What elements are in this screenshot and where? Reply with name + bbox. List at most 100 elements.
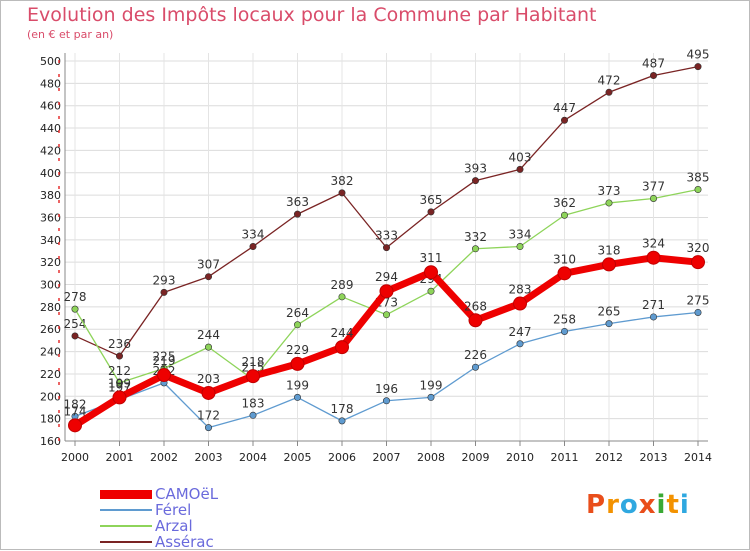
data-point <box>513 296 527 311</box>
legend-label: CAMOëL <box>155 485 219 503</box>
data-point <box>602 257 616 272</box>
data-point <box>694 186 702 194</box>
x-tick-label: 2007 <box>373 451 401 464</box>
data-point <box>605 320 613 328</box>
x-tick-label: 2008 <box>417 451 445 464</box>
data-point <box>71 332 79 340</box>
data-point <box>382 311 390 319</box>
data-label: 265 <box>598 305 621 319</box>
data-label: 333 <box>375 229 398 243</box>
data-label: 244 <box>197 328 220 342</box>
data-label: 487 <box>642 57 665 71</box>
legend-label: Férel <box>155 501 192 519</box>
x-tick-label: 2014 <box>684 451 712 464</box>
data-label: 283 <box>509 283 532 297</box>
data-label: 447 <box>553 101 576 115</box>
data-point <box>160 288 168 296</box>
y-tick-label: 200 <box>40 390 61 403</box>
data-label: 244 <box>331 326 354 340</box>
data-point <box>605 199 613 207</box>
data-point <box>468 313 483 328</box>
data-point <box>290 356 305 371</box>
data-label: 393 <box>464 162 487 176</box>
data-label: 247 <box>509 325 532 339</box>
legend-label: Arzal <box>155 517 193 535</box>
proxiti-logo: Proxiti <box>586 490 690 520</box>
data-point <box>560 116 568 124</box>
chart-title: Evolution des Impôts locaux pour la Comm… <box>27 4 597 26</box>
logo-letter: i <box>656 490 667 520</box>
data-label: 264 <box>286 306 309 320</box>
data-point <box>205 424 213 432</box>
y-tick-label: 240 <box>40 346 61 359</box>
data-label: 373 <box>598 184 621 198</box>
data-label: 310 <box>553 252 576 266</box>
x-tick-label: 2002 <box>150 451 178 464</box>
data-point <box>471 363 479 371</box>
logo-letter: r <box>606 490 620 520</box>
legend-swatch <box>100 525 152 527</box>
data-label: 332 <box>464 230 487 244</box>
data-point <box>516 340 524 348</box>
legend-item: Férel <box>100 501 192 519</box>
y-tick-label: 220 <box>40 368 61 381</box>
y-tick-label: 420 <box>40 144 61 157</box>
data-point <box>560 327 568 335</box>
data-label: 311 <box>420 251 443 265</box>
x-tick-label: 2003 <box>195 451 223 464</box>
legend-item: Arzal <box>100 517 193 535</box>
data-point <box>427 287 435 295</box>
x-tick-label: 2009 <box>462 451 490 464</box>
series-camo-l: 174 199 219 203 218 229 244 294 311 268 283 310 318 3… <box>64 237 710 433</box>
y-tick-label: 360 <box>40 211 61 224</box>
data-point <box>246 369 260 384</box>
y-tick-label: 440 <box>40 122 61 135</box>
data-label: 183 <box>242 396 265 410</box>
chart-subtitle: (en € et par an) <box>27 28 114 41</box>
x-tick-label: 2001 <box>106 451 134 464</box>
data-label: 178 <box>331 402 354 416</box>
data-point <box>694 308 702 316</box>
data-point <box>516 243 524 251</box>
data-point <box>116 379 124 387</box>
data-point <box>205 273 213 281</box>
data-point <box>424 265 438 280</box>
data-label: 363 <box>286 195 309 209</box>
data-label: 385 <box>687 171 710 185</box>
data-label: 182 <box>64 397 87 411</box>
logo-letter: t <box>666 490 680 520</box>
y-tick-label: 340 <box>40 234 61 247</box>
y-tick-label: 160 <box>40 435 61 448</box>
data-point <box>471 245 479 253</box>
data-label: 225 <box>153 349 176 363</box>
logo-letter: i <box>679 490 690 520</box>
y-tick-label: 180 <box>40 413 61 426</box>
data-label: 199 <box>108 376 131 390</box>
data-point <box>605 88 613 96</box>
data-label: 293 <box>153 273 176 287</box>
data-point <box>293 321 301 329</box>
data-label: 258 <box>553 312 576 326</box>
data-label: 334 <box>509 228 532 242</box>
data-label: 203 <box>197 372 220 386</box>
data-label: 172 <box>197 409 220 423</box>
data-label: 365 <box>420 193 443 207</box>
data-label: 289 <box>331 278 354 292</box>
x-tick-label: 2011 <box>551 451 579 464</box>
x-tick-label: 2005 <box>284 451 312 464</box>
data-point <box>694 63 702 71</box>
x-tick-label: 2006 <box>328 451 356 464</box>
data-label: 324 <box>642 237 665 251</box>
data-label: 320 <box>687 241 710 255</box>
data-point <box>649 313 657 321</box>
data-point <box>382 244 390 252</box>
data-point <box>335 340 349 355</box>
data-point <box>338 189 346 197</box>
data-label: 219 <box>153 354 176 368</box>
data-point <box>379 284 394 299</box>
y-tick-label: 380 <box>40 189 61 202</box>
data-point <box>382 397 390 405</box>
y-tick-label: 400 <box>40 167 61 180</box>
data-point <box>338 417 346 425</box>
